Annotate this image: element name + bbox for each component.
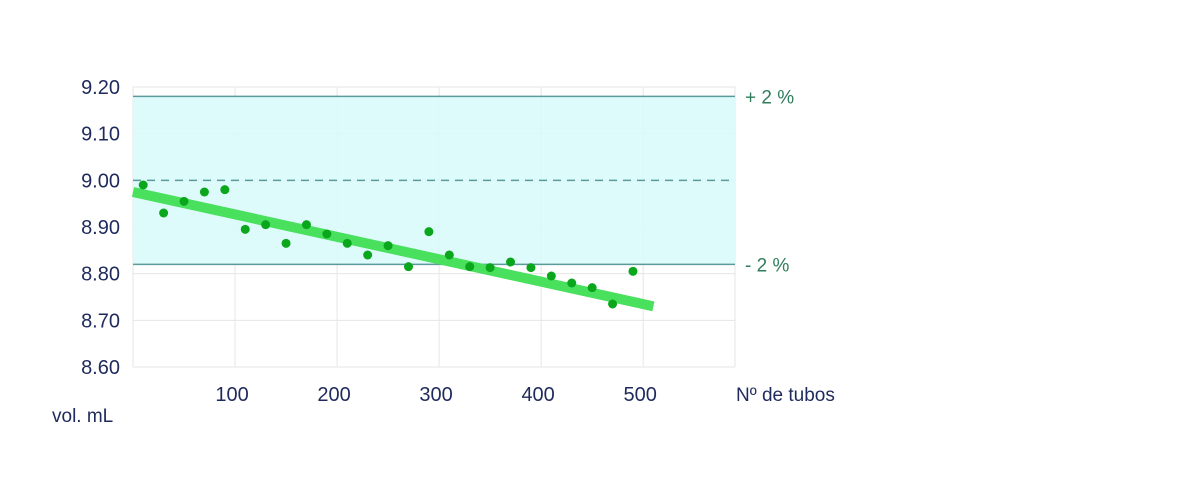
y-tick-label-3: 8.90 [81, 217, 120, 239]
x-tick-label-4: 500 [623, 384, 656, 406]
data-point-5 [240, 224, 250, 234]
data-point-12 [383, 241, 393, 251]
x-axis-ticks: 100 200 300 400 500 [215, 384, 657, 406]
data-point-20 [546, 271, 556, 281]
y-tick-label-4: 9.00 [81, 170, 120, 192]
data-point-23 [608, 299, 618, 309]
data-point-4 [220, 185, 230, 195]
trend-line [131, 187, 655, 312]
data-point-1 [159, 208, 169, 218]
y-axis-label: vol. mL [52, 406, 113, 427]
data-point-11 [363, 250, 373, 260]
data-point-22 [587, 283, 597, 293]
y-tick-label-0: 8.60 [81, 357, 120, 379]
y-axis-ticks: 8.60 8.70 8.80 8.90 9.00 9.10 9.20 [81, 77, 120, 379]
data-point-18 [506, 257, 516, 267]
y-tick-label-6: 9.20 [81, 77, 120, 99]
x-tick-label-2: 300 [419, 384, 452, 406]
data-point-24 [628, 266, 638, 276]
x-tick-label-3: 400 [521, 384, 554, 406]
data-point-16 [465, 262, 475, 272]
data-point-0 [138, 180, 148, 190]
data-point-21 [567, 278, 577, 288]
data-point-15 [444, 250, 454, 260]
data-point-3 [199, 187, 209, 197]
x-tick-label-1: 200 [317, 384, 350, 406]
data-point-14 [424, 227, 434, 237]
data-point-10 [342, 238, 352, 248]
data-point-9 [322, 229, 332, 239]
data-points [138, 180, 638, 309]
lower-band-label: - 2 % [745, 255, 789, 276]
data-point-6 [261, 220, 271, 230]
data-point-8 [301, 220, 311, 230]
data-point-2 [179, 196, 189, 206]
upper-band-label: + 2 % [745, 87, 794, 108]
y-tick-label-5: 9.10 [81, 124, 120, 146]
data-point-7 [281, 238, 291, 248]
x-axis-label: Nº de tubos [736, 385, 835, 406]
data-point-19 [526, 263, 536, 273]
data-point-17 [485, 263, 495, 273]
x-tick-label-0: 100 [215, 384, 248, 406]
data-point-13 [403, 262, 413, 272]
y-tick-label-2: 8.80 [81, 264, 120, 286]
y-tick-label-1: 8.70 [81, 310, 120, 332]
